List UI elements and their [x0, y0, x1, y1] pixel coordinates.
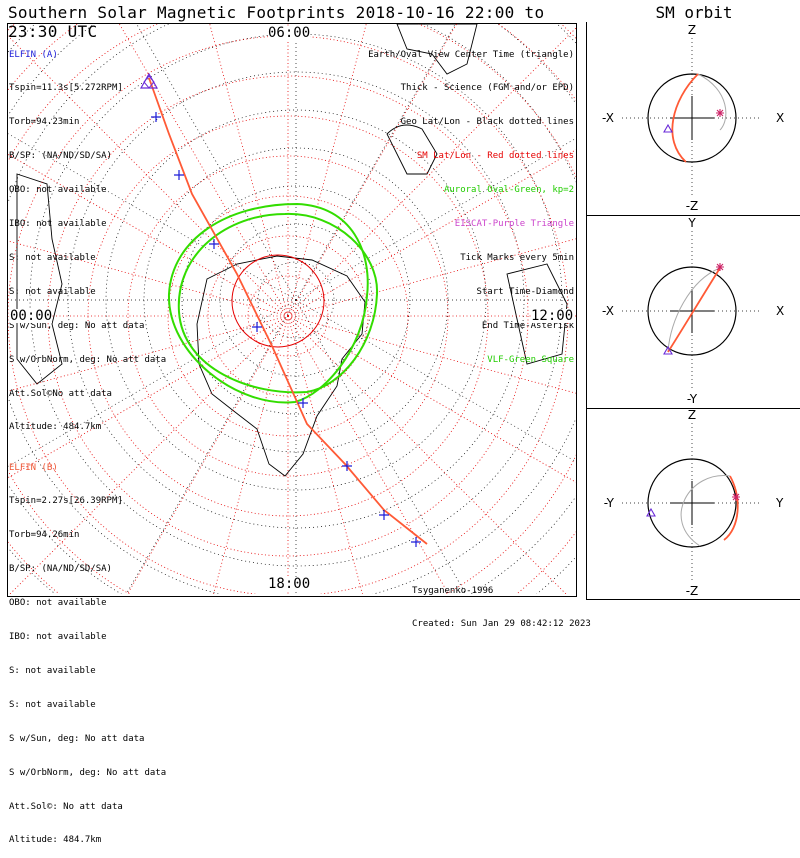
auroral-oval-equatorward	[167, 202, 369, 404]
elfin-b-line: Altitude: 484.7km	[9, 835, 102, 846]
local-time-bottom: 18:00	[268, 576, 311, 592]
axis-label-right: X	[776, 304, 784, 318]
elfin-b-info: ELFIN (B) Tspin=2.27s[26.39RPM] Torb=94.…	[9, 440, 166, 858]
elfin-a-line: S w/Sun, deg: No att data	[9, 320, 145, 331]
elfin-b-line: Tspin=2.27s[26.39RPM]	[9, 496, 123, 507]
continent-outline	[196, 255, 366, 477]
tick-marker-icon	[411, 537, 421, 547]
axis-label-top: Y	[687, 216, 696, 230]
legend-item: Geo Lat/Lon - Black dotted lines	[400, 117, 574, 128]
created-timestamp: Created: Sun Jan 29 08:42:12 2023	[412, 619, 591, 630]
tick-marker-icon	[298, 398, 308, 408]
local-time-right: 12:00	[531, 308, 574, 324]
orbit-panel: Y -Y -X X	[602, 216, 784, 406]
tick-marker-icon	[151, 112, 161, 122]
tick-marker-icon	[342, 461, 352, 471]
elfin-b-line: S: not available	[9, 699, 96, 710]
orbit-track	[667, 267, 721, 353]
orbit-end-icon	[732, 493, 740, 501]
elfin-b-line: S w/Sun, deg: No att data	[9, 733, 145, 744]
legend-item: EISCAT-Purple Triangle	[454, 219, 574, 230]
map-legend: Earth/Oval View Center Time (triangle) T…	[368, 27, 574, 377]
elfin-b-line: S w/OrbNorm, deg: No att data	[9, 767, 167, 778]
orbit-panel: Z -Z -Y Y	[604, 408, 784, 598]
axis-label-top: Z	[688, 408, 696, 422]
map-frame	[7, 23, 577, 597]
orbit-start-icon	[663, 123, 673, 133]
geo-latitude-circle	[257, 261, 335, 339]
elfin-a-name: ELFIN (A)	[9, 49, 58, 60]
continent-outline	[506, 263, 568, 365]
elfin-b-line: IBO: not available	[9, 632, 107, 643]
elfin-a-line: Tspin=11.3s[5.272RPM]	[9, 83, 123, 94]
start-diamond-icon	[143, 75, 155, 89]
axis-label-bottom: -Z	[686, 584, 699, 598]
continent-outline	[386, 124, 438, 175]
elfin-b-line: Att.Sol©: No att data	[9, 801, 123, 812]
elfin-b-line: B/SP: (NA/ND/SD/SA)	[9, 564, 112, 575]
sm-latitude-circle	[207, 235, 369, 397]
elfin-a-line: IBO: not available	[9, 219, 107, 230]
orbit-ghost	[697, 73, 727, 131]
legend-item: VLF-Green Square	[487, 354, 574, 365]
axis-label-bottom: -Z	[686, 199, 699, 213]
elfin-a-line: S: not available	[9, 252, 96, 263]
orbit-end-icon	[716, 109, 724, 117]
tick-marker-icon	[174, 170, 184, 180]
orbit-start-icon	[663, 345, 673, 355]
axis-label-right: Y	[775, 496, 784, 510]
legend-item: SM Lat/Lon - Red dotted lines	[416, 151, 574, 162]
orbit-track	[671, 73, 699, 163]
orbit-end-icon	[716, 263, 724, 271]
elfin-b-name: ELFIN (B)	[9, 462, 58, 473]
legend-item: Start Time-Diamond	[476, 286, 574, 297]
legend-item: Thick - Science (FGM and/or EPD)	[400, 83, 574, 94]
auroral-oval-poleward	[177, 212, 379, 394]
legend-item: End Time-Asterisk	[481, 320, 574, 331]
orbit-ghost	[680, 475, 731, 547]
elfin-a-line: Altitude: 484.7km	[9, 422, 102, 433]
continent-outline	[396, 24, 478, 75]
orbit-panels: Z -Z -X X Y -Y -X X Z -Z -Y Y	[7, 22, 800, 600]
legend-item: Auroral Oval-Green, kp=2	[443, 185, 574, 196]
tick-marker-icon	[209, 239, 219, 249]
elfin-a-line: S w/OrbNorm, deg: No att data	[9, 354, 167, 365]
page-title: Southern Solar Magnetic Footprints 2018-…	[8, 3, 545, 41]
elfin-a-info: ELFIN (A) Tspin=11.3s[5.272RPM] Torb=94.…	[9, 27, 166, 445]
geo-latitude-circle	[105, 109, 487, 491]
elfin-a-line: S: not available	[9, 286, 96, 297]
elfin-a-line: Att.Sol©No att data	[9, 388, 112, 399]
elfin-b-line: S: not available	[9, 665, 96, 676]
sm-latitude-circle	[47, 75, 529, 557]
elfin-b-line: Torb=94.26min	[9, 530, 80, 541]
orbit-ghost	[667, 267, 721, 353]
orbit-start-icon	[646, 507, 656, 517]
sm-latitude-circle	[127, 155, 449, 477]
sm-pole-circle	[231, 254, 325, 348]
elfin-a-line: Torb=94.23min	[9, 117, 80, 128]
model-credit: Tsyganenko-1996	[412, 585, 494, 596]
orbit-track	[723, 475, 739, 541]
tick-marker-icon	[252, 322, 262, 332]
axis-label-right: X	[776, 111, 784, 125]
local-time-top: 06:00	[268, 25, 311, 41]
tick-marker-icon	[379, 510, 389, 520]
continent-outline	[16, 173, 63, 385]
elfin-a-line: B/SP: (NA/ND/SD/SA)	[9, 151, 112, 162]
axis-label-left: -X	[602, 304, 614, 318]
sm-latitude-circle	[247, 275, 329, 357]
legend-item: Earth/Oval View Center Time (triangle)	[368, 49, 574, 60]
axis-label-left: -X	[602, 111, 614, 125]
credits: Tsyganenko-1996 Created: Sun Jan 29 08:4…	[412, 563, 591, 642]
axis-label-left: -Y	[604, 496, 615, 510]
orbit-title: SM orbit	[655, 3, 733, 22]
footprint-track	[148, 77, 428, 545]
local-time-left: 00:00	[10, 308, 53, 324]
orbit-panel: Z -Z -X X	[602, 23, 784, 213]
axis-label-top: Z	[688, 23, 696, 37]
axis-label-bottom: -Y	[687, 392, 698, 406]
geo-latitude-circle	[181, 185, 411, 415]
elfin-a-line: OBO: not available	[9, 185, 107, 196]
legend-item: Tick Marks every 5min	[460, 252, 574, 263]
